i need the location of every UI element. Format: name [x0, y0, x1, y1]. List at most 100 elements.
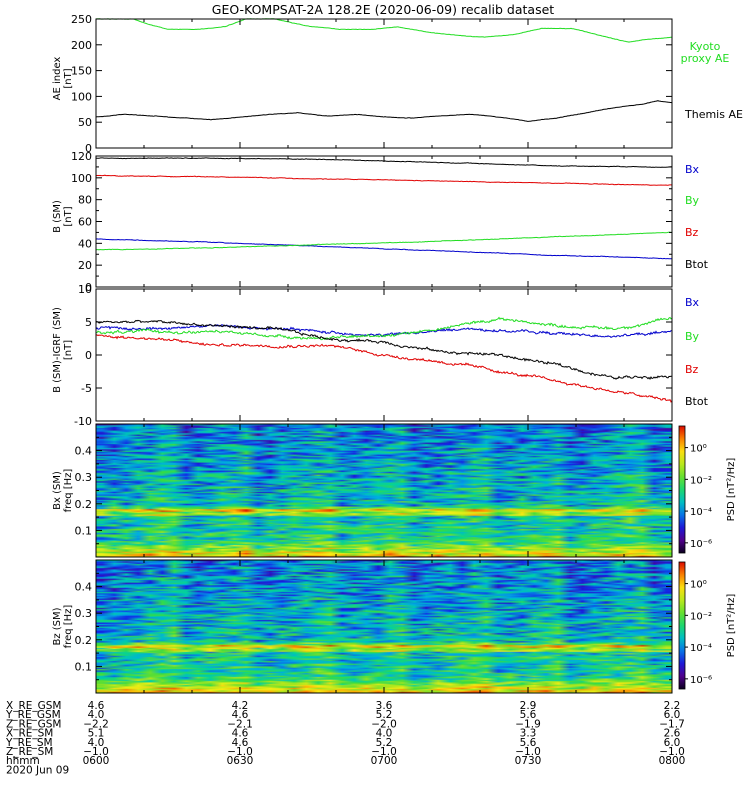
panel-3-series-bx — [95, 323, 673, 339]
panel-3-ytick-label: 10 — [78, 283, 92, 296]
panel-2: 0 20 40 60 80 100 120 B (SM)[nT] Bx By Bz Btot — [52, 150, 709, 294]
panel-4-ylabel-line: Bx (SM) — [52, 471, 63, 510]
panel-1-series-kyoto-proxy-ae — [95, 18, 672, 43]
orbit-cell: 5.2 — [376, 709, 393, 721]
panel-1-ytick-label: 250 — [71, 13, 92, 26]
orbit-row-label: hhmm — [6, 755, 40, 767]
panel-3-series-by — [95, 316, 673, 341]
panel-1-ytick-label: 0 — [85, 142, 92, 155]
panel-2-ytick-label: 120 — [71, 150, 92, 163]
chart-title: GEO-KOMPSAT-2A 128.2E (2020-06-09) recal… — [212, 2, 555, 17]
orbit-row-label: Y_RE_SM — [5, 737, 53, 749]
panel-5-spectrogram — [96, 560, 672, 693]
panel-1-frame — [95, 18, 673, 149]
panel-1-ylabel: AE index[nT] — [52, 57, 74, 101]
orbit-cell: 4.0 — [88, 709, 105, 721]
orbit-table: X_RE_GSM 4.6 4.2 3.6 2.9 2.2Y_RE_GSM 4.0 4.6 5.2… — [5, 700, 685, 776]
orbit-cell: 5.1 — [88, 728, 105, 740]
panel-5-colorbar-tick-label: 10⁻² — [690, 611, 712, 622]
orbit-cell: 2.2 — [664, 700, 681, 712]
orbit-cell: 0800 — [659, 755, 686, 767]
panel-2-ylabel-line: [nT] — [63, 206, 74, 226]
panel-3-ylabel-line: B (SM)-IGRF (SM) — [52, 307, 63, 393]
panel-5-ytick-label: 0.2 — [75, 634, 93, 647]
orbit-cell: 4.6 — [232, 709, 249, 721]
panel-3-legend-bz: Bz — [685, 363, 699, 376]
panel-3-ytick-label: 5 — [85, 316, 92, 329]
panel-3-legend-bx: Bx — [685, 296, 700, 309]
panel-5-colorbar — [678, 561, 686, 690]
panel-5-colorbar-tick-label: 10⁻⁶ — [690, 675, 712, 686]
orbit-cell: 6.0 — [664, 737, 681, 749]
orbit-cell: 2.9 — [520, 700, 537, 712]
panel-5-ytick-label: 0.1 — [75, 660, 93, 673]
panel-4-ylabel: Bx (SM)freq [Hz] — [52, 469, 74, 513]
panel-4-colorbar-tick-label: 10⁻⁴ — [690, 507, 712, 518]
orbit-cell: −1.7 — [659, 718, 685, 730]
panel-2-series-by — [95, 231, 673, 251]
panel-2-ytick-label: 20 — [78, 259, 92, 272]
panel-3-ylabel-line: [nT] — [63, 340, 74, 360]
panel-3-ytick-label: -5 — [81, 382, 92, 395]
panel-4-ytick-label: 0.2 — [75, 498, 93, 511]
panel-5-ylabel-line: freq [Hz] — [63, 605, 74, 649]
orbit-row-label: Y_RE_GSM — [5, 709, 61, 721]
panel-4-colorbar-label: PSD [nT²/Hz] — [726, 458, 737, 522]
panel-5: 0.10.20.30.4Bz (SM)freq [Hz]10⁰10⁻²10⁻⁴1… — [52, 559, 737, 694]
orbit-cell: −1.0 — [83, 746, 109, 758]
panel-2-ylabel: B (SM)[nT] — [52, 200, 74, 233]
panel-2-ytick-label: 100 — [71, 172, 92, 185]
orbit-cell: 0700 — [371, 755, 398, 767]
panel-5-ylabel: Bz (SM)freq [Hz] — [52, 605, 74, 649]
orbit-cell: 4.0 — [376, 728, 393, 740]
panel-5-colorbar-tick-label: 10⁰ — [690, 580, 707, 591]
orbit-cell: −2.0 — [371, 718, 397, 730]
panel-1-series-themis-ae — [95, 100, 673, 123]
orbit-cell: 4.6 — [232, 728, 249, 740]
panel-1-ylabel-line: AE index — [52, 57, 63, 101]
orbit-cell: 4.2 — [232, 700, 249, 712]
orbit-row-label: X_RE_GSM — [6, 700, 61, 712]
orbit-cell: 0730 — [515, 755, 542, 767]
panel-5-colorbar-label: PSD [nT²/Hz] — [726, 594, 737, 658]
panel-5-ytick-label: 0.3 — [75, 607, 93, 620]
panel-3-ytick-label: 0 — [85, 349, 92, 362]
orbit-row-label: X_RE_SM — [6, 728, 53, 740]
panel-1-ytick-label: 150 — [71, 65, 92, 78]
panel-4-ytick-label: 0.1 — [75, 524, 93, 537]
panel-2-series-bx — [95, 238, 673, 260]
panel-3-series-btot — [95, 319, 673, 380]
orbit-cell: −1.0 — [659, 746, 685, 758]
panel-3-frame — [95, 288, 673, 422]
orbit-cell: 3.6 — [376, 700, 393, 712]
orbit-cell: 4.6 — [88, 700, 105, 712]
panel-3-ytick-label: -10 — [74, 415, 92, 428]
panel-4-colorbar — [678, 425, 686, 554]
panel-4-ytick-label: 0.3 — [75, 471, 93, 484]
panel-5-ylabel-line: Bz (SM) — [52, 607, 63, 645]
orbit-cell: 5.2 — [376, 737, 393, 749]
panel-5-ytick-label: 0.4 — [75, 581, 93, 594]
orbit-cell: 4.0 — [88, 737, 105, 749]
orbit-cell: 0600 — [83, 755, 110, 767]
panel-2-ytick-label: 80 — [78, 194, 92, 207]
orbit-cell: −1.0 — [227, 746, 253, 758]
panel-3: -10 -5 0 5 10 B (SM)-IGRF (SM)[nT] Bx By Bz Btot — [52, 283, 709, 428]
panel-4-ylabel-line: freq [Hz] — [63, 469, 74, 513]
panel-1-ytick-label: 100 — [71, 90, 92, 103]
panel-2-legend-bx: Bx — [685, 163, 700, 176]
panel-2-legend-by: By — [685, 194, 700, 207]
panel-4-ytick-label: 0.4 — [75, 445, 93, 458]
panel-1-legend-themis-ae: Themis AE — [684, 108, 743, 121]
panel-4-colorbar-tick-label: 10⁻⁶ — [690, 539, 712, 550]
panel-4-colorbar-tick-label: 10⁰ — [690, 444, 707, 455]
panel-2-series-bz — [95, 174, 673, 186]
orbit-cell: 4.6 — [232, 737, 249, 749]
orbit-row-label: Z_RE_GSM — [6, 718, 61, 730]
panel-1-legend-kyoto-proxy-ae: proxy AE — [681, 52, 730, 65]
panel-5-colorbar-tick-label: 10⁻⁴ — [690, 643, 712, 654]
orbit-cell: −1.0 — [371, 746, 397, 758]
